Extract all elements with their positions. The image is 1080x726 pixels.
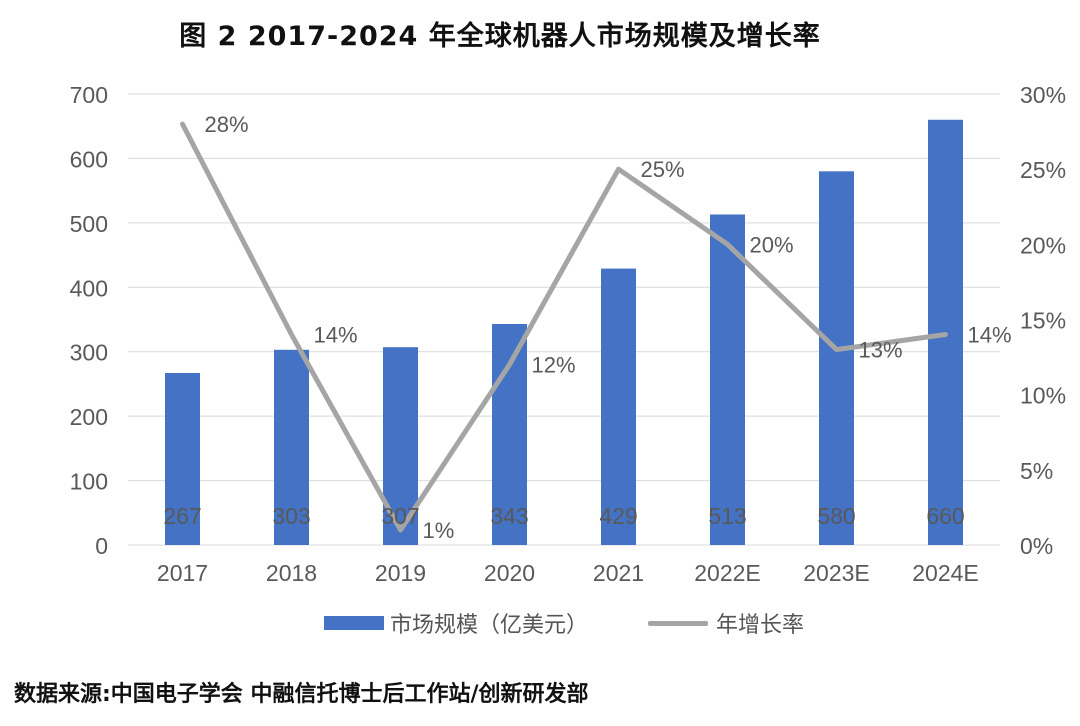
bar bbox=[601, 268, 636, 545]
line-point bbox=[181, 122, 184, 126]
x-axis-tick-label: 2018 bbox=[266, 560, 317, 586]
right-axis-tick-label: 15% bbox=[1020, 308, 1066, 334]
bar-value-label: 429 bbox=[599, 503, 637, 529]
left-axis-tick-label: 700 bbox=[70, 82, 108, 108]
growth-line bbox=[180, 121, 948, 533]
right-axis-tick-label: 5% bbox=[1020, 458, 1053, 484]
legend: 市场规模（亿美元） 年增长率 bbox=[0, 608, 1080, 638]
growth-value-label: 28% bbox=[205, 112, 249, 137]
right-axis-tick-label: 30% bbox=[1020, 82, 1066, 108]
left-axis-tick-label: 200 bbox=[70, 404, 108, 430]
x-axis-tick-label: 2023E bbox=[803, 560, 870, 586]
growth-value-label: 14% bbox=[968, 323, 1012, 348]
x-axis-tick-label: 2020 bbox=[484, 560, 535, 586]
chart-canvas: 267 303 307 343 429 513 580 660 28% 14% 1% 12% 25% 20… bbox=[70, 82, 1066, 586]
bar bbox=[165, 372, 200, 545]
line-point bbox=[835, 348, 838, 352]
growth-value-label: 20% bbox=[750, 232, 794, 257]
right-axis-tick-label: 10% bbox=[1020, 383, 1066, 409]
left-axis-tick-label: 400 bbox=[70, 275, 108, 301]
line-point bbox=[944, 333, 947, 337]
bar-value-label: 513 bbox=[708, 503, 746, 529]
x-axis-tick-label: 2019 bbox=[375, 560, 426, 586]
line-point bbox=[290, 333, 293, 337]
gridlines bbox=[128, 93, 1000, 546]
growth-value-label: 14% bbox=[314, 323, 358, 348]
legend-bar-swatch bbox=[324, 616, 384, 630]
line-series bbox=[180, 121, 948, 533]
source-note: 数据来源:中国电子学会 中融信托博士后工作站/创新研发部 bbox=[14, 682, 589, 707]
line-point bbox=[617, 167, 620, 171]
left-axis-tick-label: 300 bbox=[70, 340, 108, 366]
x-axis-tick-label: 2017 bbox=[157, 560, 208, 586]
bar-value-label: 343 bbox=[490, 503, 528, 529]
line-point bbox=[399, 528, 402, 532]
line-point bbox=[726, 242, 729, 246]
left-axis-tick-label: 600 bbox=[70, 146, 108, 172]
data-labels: 267 303 307 343 429 513 580 660 28% 14% 1% 12% 25% 20… bbox=[163, 112, 1011, 543]
right-axis-tick-label: 0% bbox=[1020, 533, 1053, 559]
bar-value-label: 303 bbox=[272, 503, 310, 529]
line-point bbox=[508, 363, 511, 367]
bar-value-label: 660 bbox=[926, 503, 964, 529]
legend-item-line: 年增长率 bbox=[648, 608, 804, 638]
legend-line-label: 年增长率 bbox=[716, 613, 805, 638]
right-axis-tick-label: 25% bbox=[1020, 157, 1066, 183]
bar-series bbox=[165, 119, 963, 546]
x-axis-tick-label: 2024E bbox=[912, 560, 979, 586]
bar bbox=[710, 214, 745, 545]
left-axis-tick-label: 100 bbox=[70, 469, 108, 495]
left-axis-tick-label: 500 bbox=[70, 211, 108, 237]
x-axis-tick-label: 2022E bbox=[694, 560, 761, 586]
growth-value-label: 1% bbox=[423, 518, 455, 543]
x-axis-tick-label: 2021 bbox=[593, 560, 644, 586]
bar-value-label: 307 bbox=[381, 503, 419, 529]
growth-value-label: 25% bbox=[641, 157, 685, 182]
bar bbox=[274, 349, 309, 545]
left-axis-tick-label: 0 bbox=[95, 533, 108, 559]
legend-item-bar: 市场规模（亿美元） bbox=[324, 608, 588, 638]
bar-value-label: 267 bbox=[163, 503, 201, 529]
legend-bar-label: 市场规模（亿美元） bbox=[390, 613, 589, 638]
bar bbox=[819, 171, 854, 546]
growth-value-label: 12% bbox=[532, 353, 576, 378]
legend-line-swatch bbox=[648, 620, 708, 626]
right-axis-tick-label: 20% bbox=[1020, 232, 1066, 258]
chart-title: 图 2 2017-2024 年全球机器人市场规模及增长率 bbox=[179, 21, 821, 52]
growth-value-label: 13% bbox=[859, 338, 903, 363]
bar-value-label: 580 bbox=[817, 503, 855, 529]
axes: 0 100 200 300 400 500 600 700 0% 5% 10% 15% 20% 25% 30… bbox=[70, 82, 1066, 586]
